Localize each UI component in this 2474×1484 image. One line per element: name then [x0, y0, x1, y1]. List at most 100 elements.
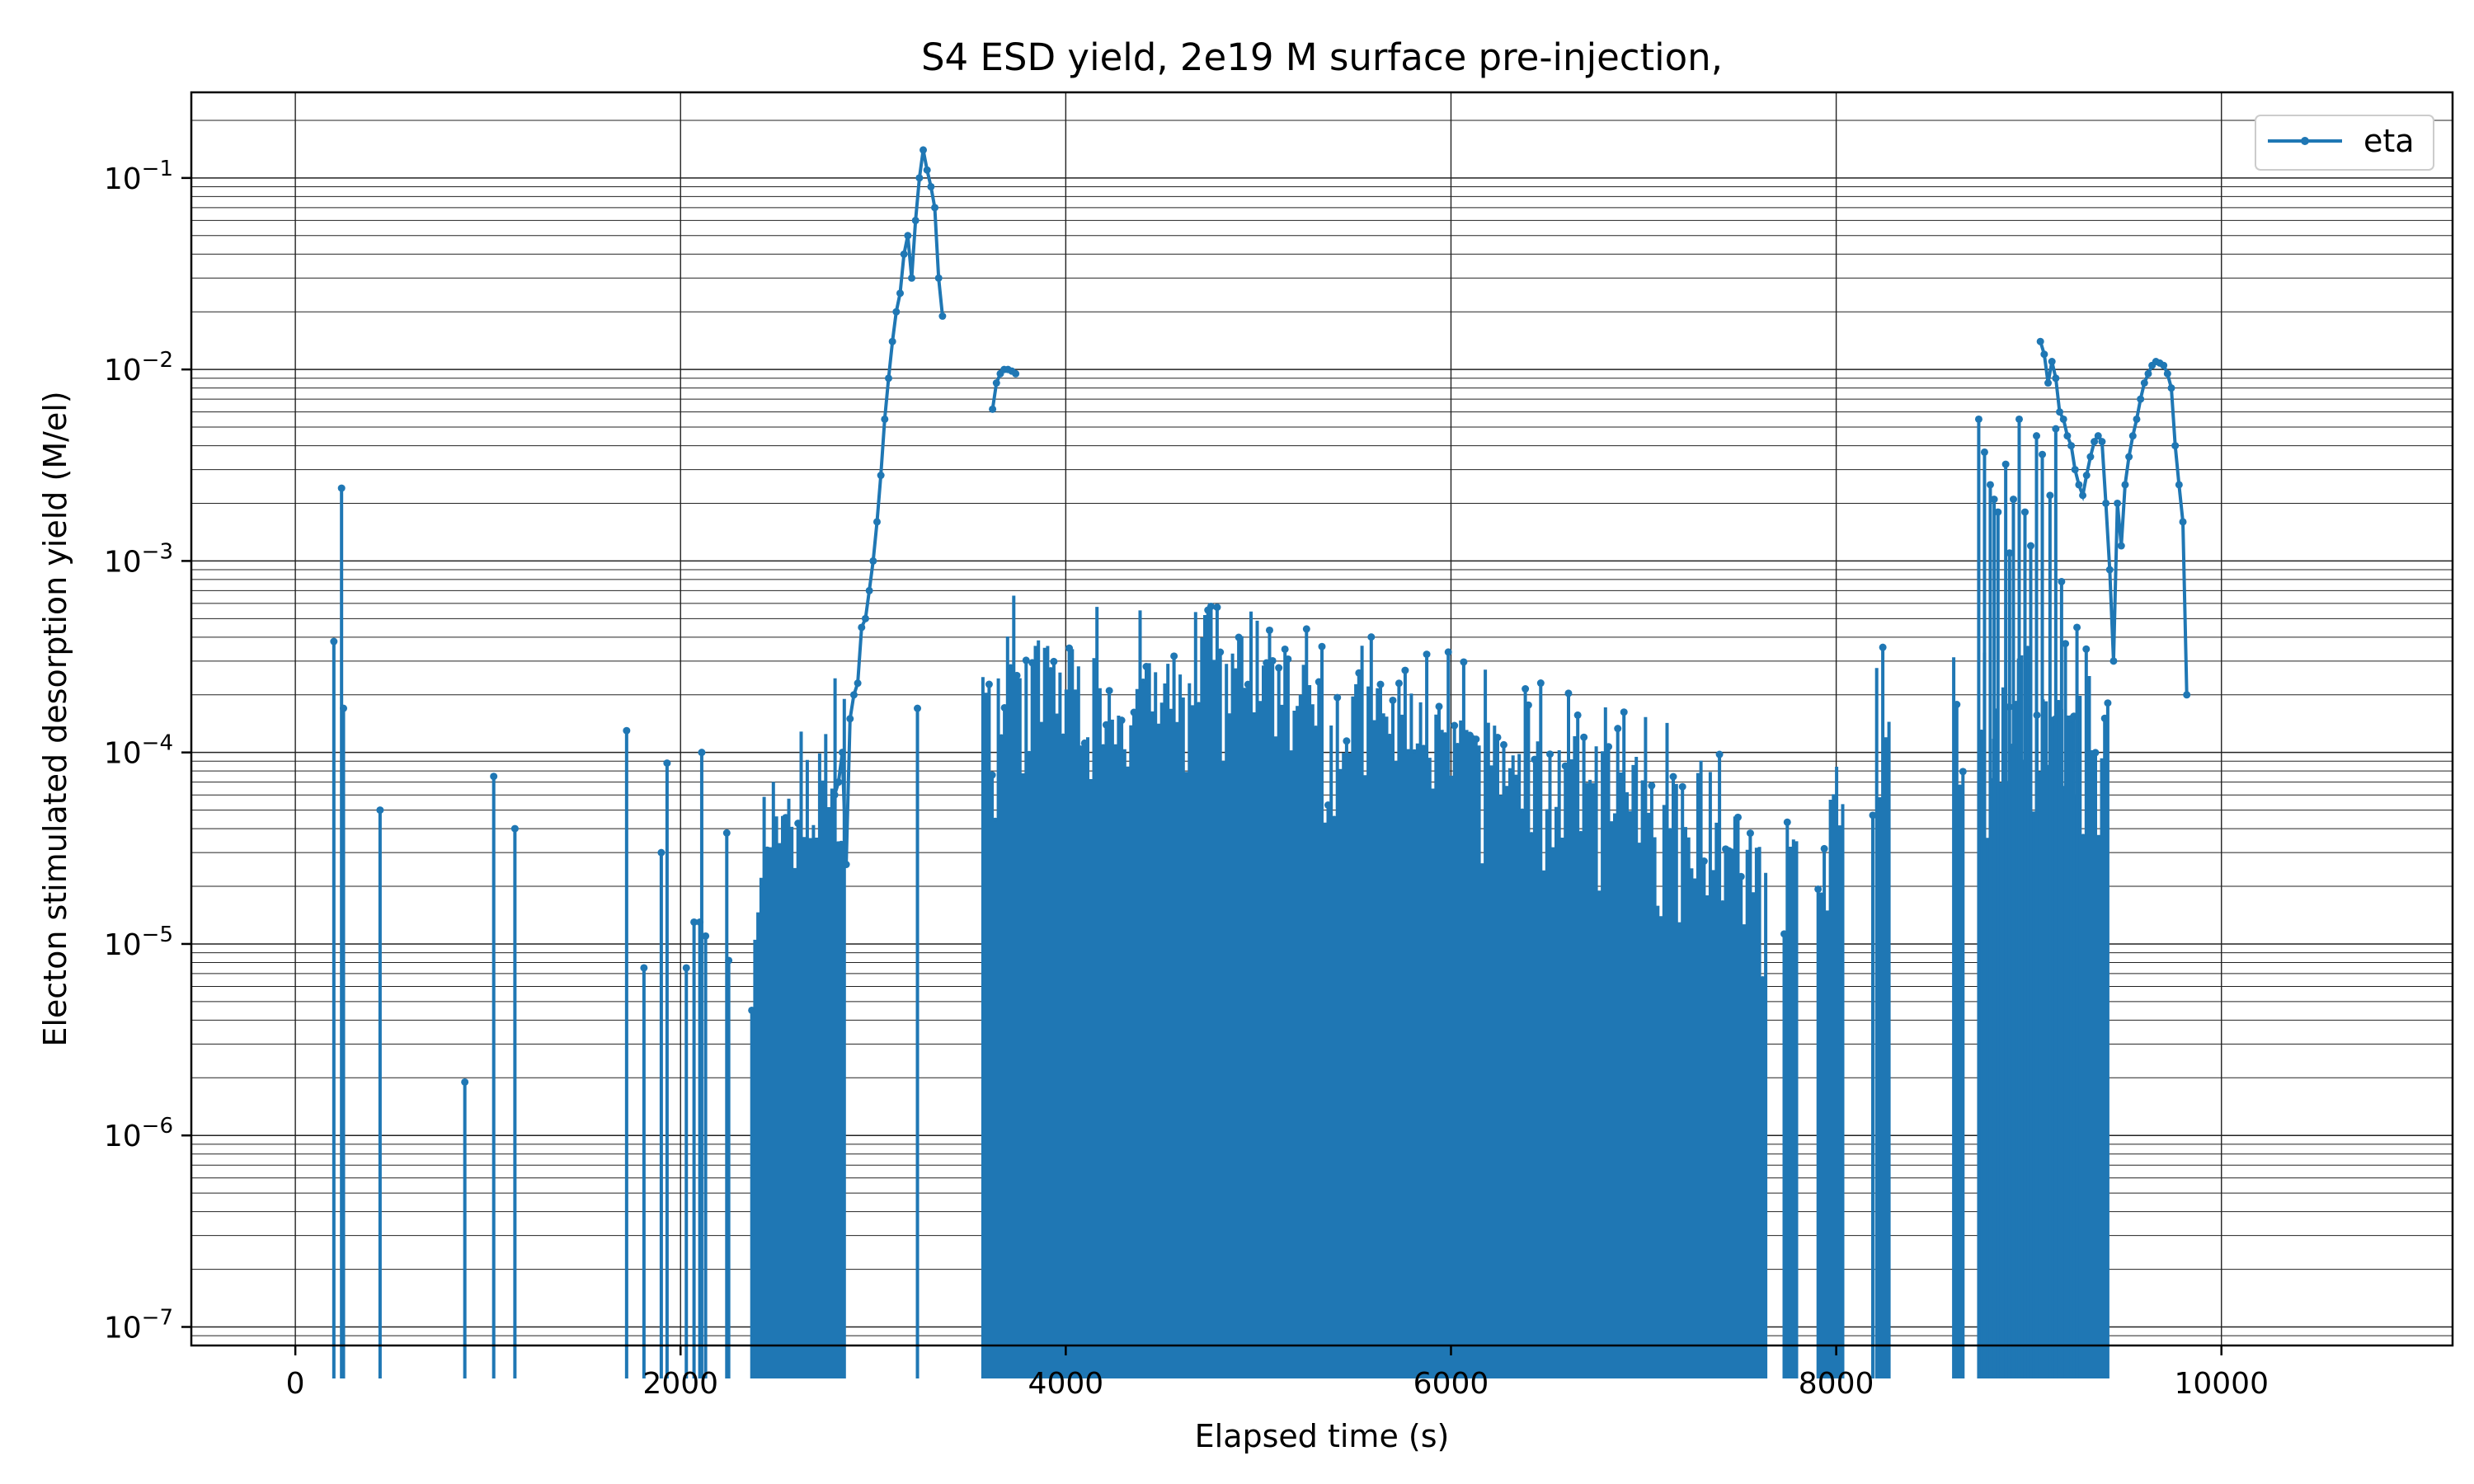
legend-marker — [2301, 137, 2309, 145]
y-tick-label: 10−7 — [104, 1305, 173, 1345]
data-point — [1715, 750, 1724, 758]
data-point — [858, 623, 866, 632]
data-point — [2102, 499, 2110, 507]
data-point — [2082, 645, 2091, 653]
data-point — [888, 337, 896, 345]
data-point — [2020, 508, 2029, 516]
data-point — [2027, 542, 2035, 550]
data-point — [2086, 453, 2095, 461]
data-point — [2052, 425, 2060, 433]
x-tick-label: 0 — [286, 1367, 305, 1401]
y-tick-label: 10−3 — [104, 539, 173, 579]
data-point — [1281, 645, 1289, 653]
data-point — [830, 791, 839, 799]
data-point — [725, 956, 733, 965]
data-point — [896, 289, 905, 298]
data-point — [2179, 518, 2187, 526]
x-tick-label: 8000 — [1799, 1367, 1874, 1401]
data-point — [2183, 691, 2191, 699]
data-point — [1959, 768, 1967, 776]
data-point — [337, 484, 346, 492]
data-point — [1974, 415, 1982, 423]
y-tick-label: 10−2 — [104, 348, 173, 387]
data-point — [2133, 415, 2141, 423]
data-point — [2094, 432, 2102, 440]
data-point — [2052, 374, 2060, 383]
data-point — [892, 308, 901, 316]
data-point — [900, 250, 908, 258]
data-point — [2006, 549, 2014, 557]
data-point — [2059, 415, 2067, 423]
data-point — [1994, 508, 2002, 516]
data-point — [881, 415, 889, 423]
data-point — [1678, 782, 1686, 791]
data-point — [682, 964, 690, 972]
data-point — [2105, 566, 2114, 574]
data-point — [1648, 782, 1656, 790]
data-point — [1986, 481, 1994, 489]
y-axis-label: Electon stimulated desorption yield (M/e… — [37, 391, 73, 1046]
data-point — [623, 726, 631, 735]
data-point — [1389, 696, 1397, 704]
data-point — [1343, 737, 1351, 745]
legend: eta — [2255, 115, 2434, 171]
data-point — [989, 405, 997, 413]
data-point — [2039, 450, 2047, 458]
data-point — [2079, 491, 2087, 500]
x-tick-label: 6000 — [1413, 1367, 1489, 1401]
data-point — [915, 174, 924, 182]
data-point — [1783, 818, 1791, 826]
data-point — [2058, 577, 2066, 585]
data-point — [1620, 708, 1628, 716]
data-point — [861, 614, 869, 622]
data-point — [722, 829, 731, 837]
data-point — [1614, 725, 1622, 733]
data-point — [838, 749, 846, 757]
data-point — [698, 749, 706, 757]
data-point — [2171, 442, 2180, 450]
data-point — [1265, 626, 1273, 634]
data-point — [2082, 472, 2091, 480]
data-point — [2091, 438, 2099, 446]
data-point — [1869, 811, 1877, 819]
legend-label-eta: eta — [2363, 123, 2415, 159]
data-point — [914, 704, 922, 712]
data-point — [931, 204, 939, 212]
data-point — [835, 778, 843, 787]
y-tick-label: 10−5 — [104, 923, 173, 962]
data-point — [927, 182, 935, 190]
data-point — [2125, 453, 2133, 461]
data-point — [938, 312, 947, 320]
data-point — [1451, 721, 1459, 730]
data-point — [920, 146, 928, 154]
data-point — [2098, 438, 2106, 446]
data-point — [849, 691, 858, 699]
data-point — [2109, 657, 2118, 665]
data-point — [2114, 499, 2122, 507]
data-point — [657, 848, 666, 857]
data-point — [1460, 658, 1468, 666]
data-point — [702, 932, 710, 940]
data-point — [904, 232, 912, 240]
data-point — [992, 379, 1000, 387]
data-point — [2140, 379, 2148, 387]
x-tick-label: 4000 — [1028, 1367, 1104, 1401]
data-point — [1580, 733, 1588, 741]
data-point — [2137, 395, 2145, 403]
data-point — [865, 586, 873, 594]
data-point — [2128, 432, 2137, 440]
legend-box — [2255, 115, 2434, 171]
x-tick-label: 10000 — [2174, 1367, 2269, 1401]
data-point — [1376, 680, 1385, 688]
data-point — [846, 715, 854, 723]
data-point — [640, 964, 648, 972]
data-point — [911, 216, 920, 224]
data-point — [1499, 740, 1507, 749]
plot-frame — [190, 91, 2454, 1347]
data-point — [2033, 432, 2041, 440]
data-series-eta — [330, 146, 2191, 1378]
data-point — [1333, 693, 1342, 702]
data-point — [872, 518, 881, 526]
data-point — [1206, 602, 1215, 610]
